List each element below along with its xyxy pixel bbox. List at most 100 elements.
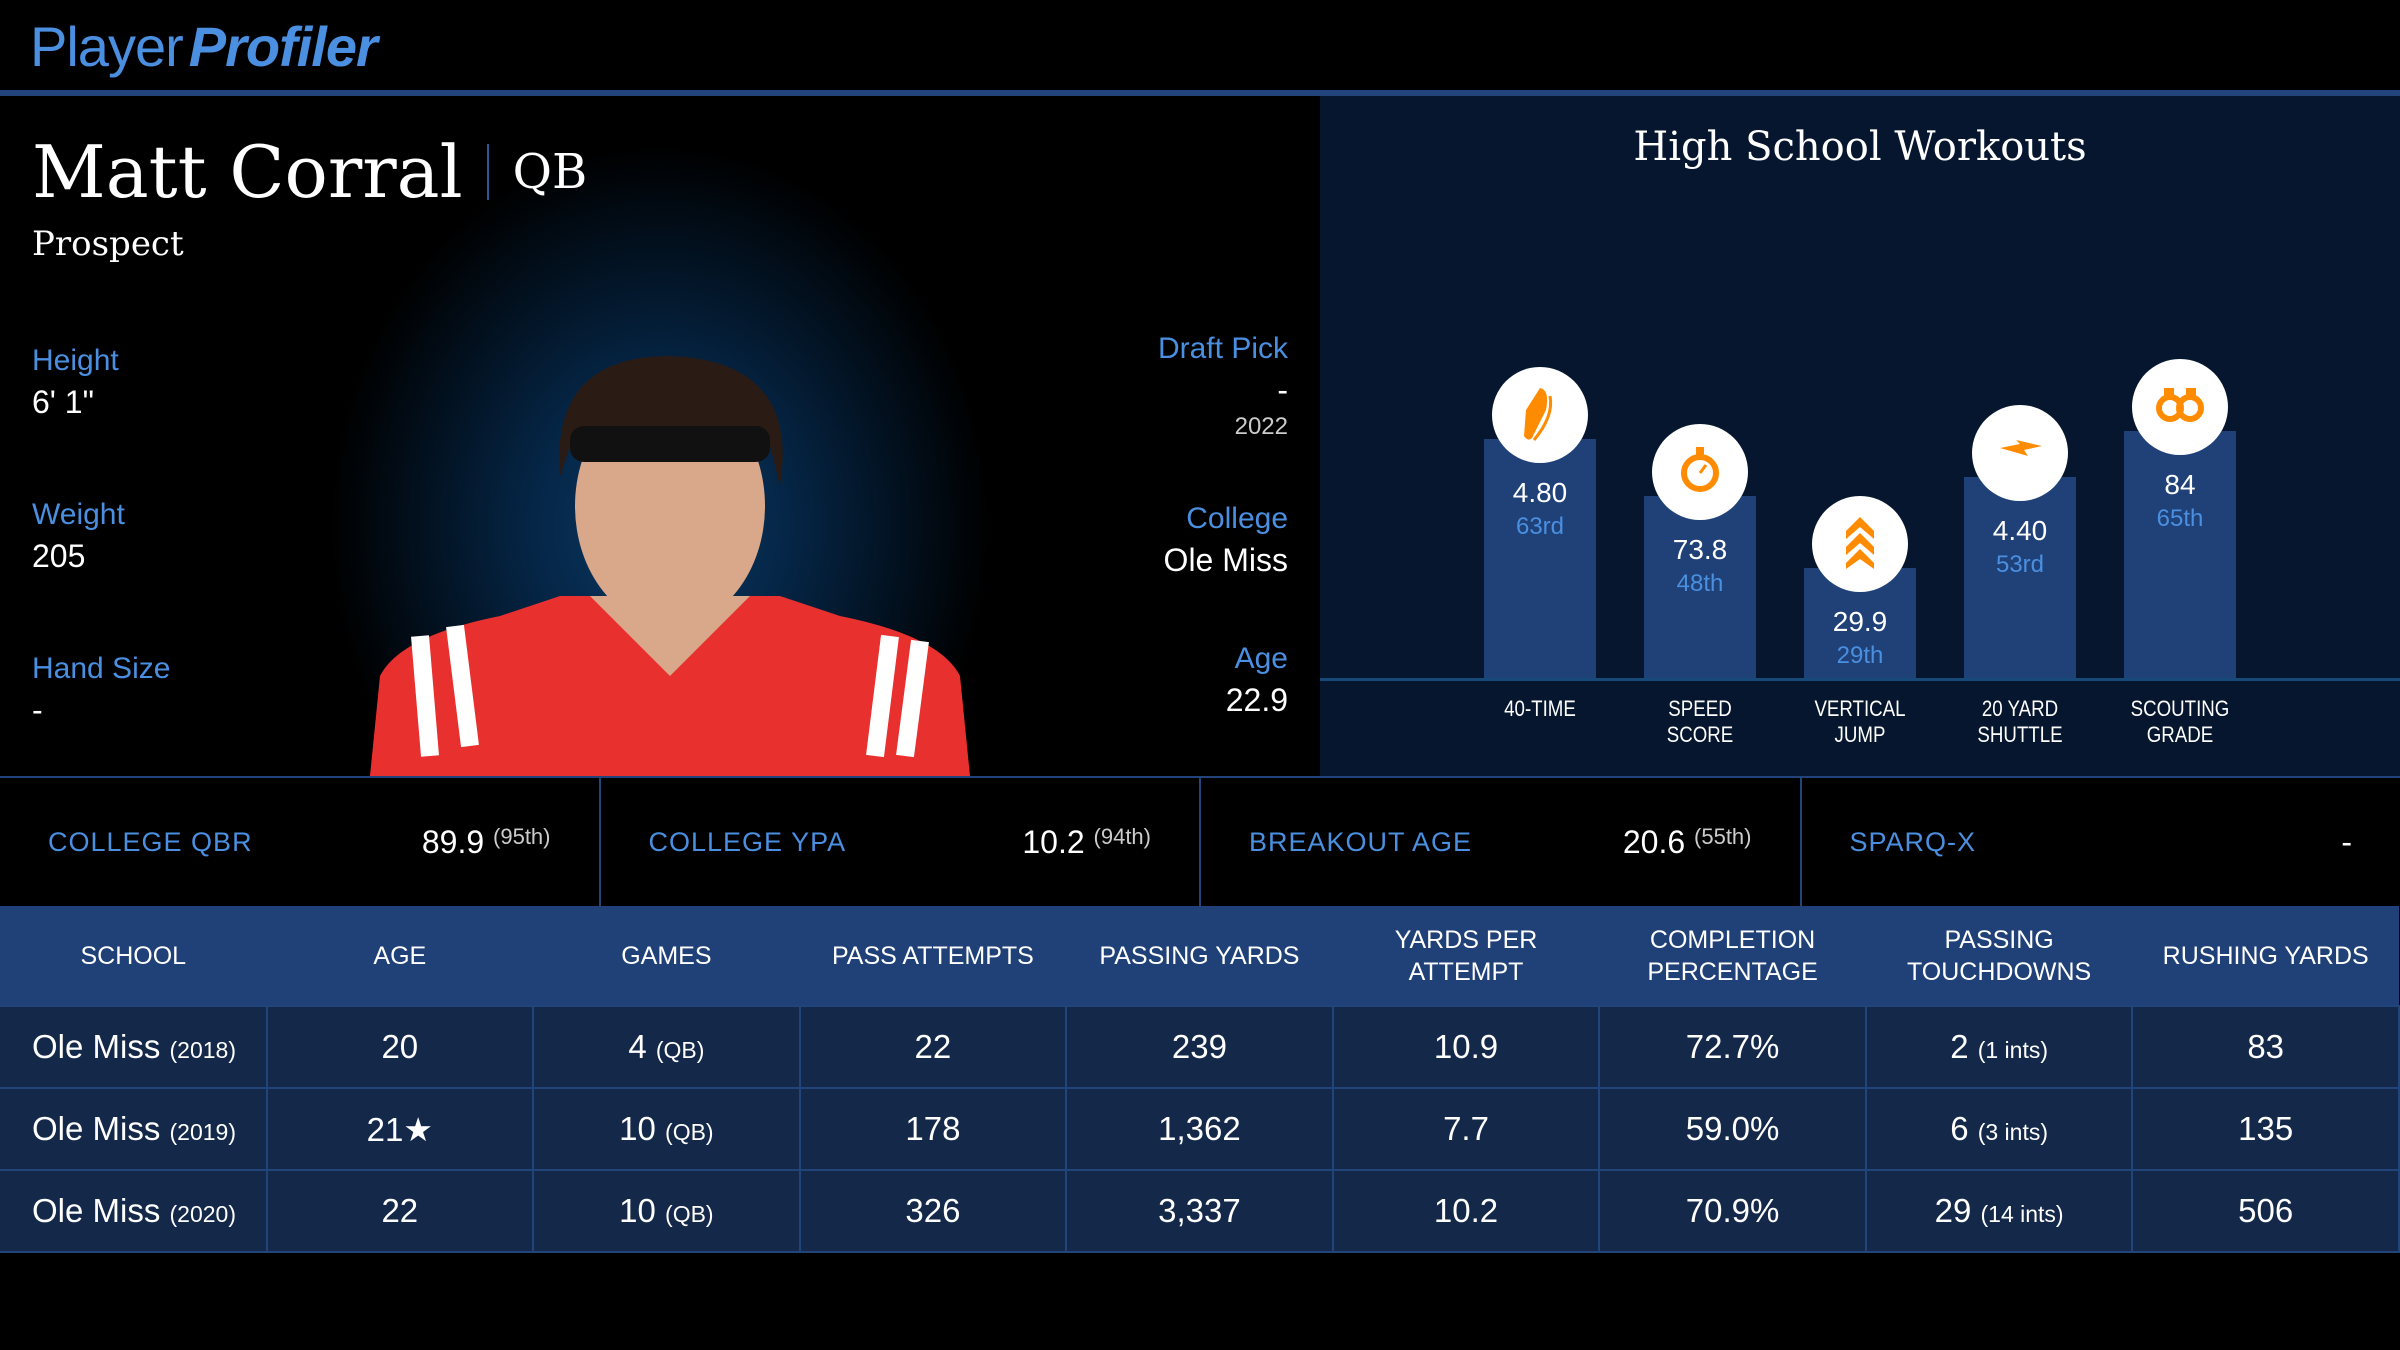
cell-value: 326 <box>905 1192 961 1229</box>
cell-att: 326 <box>799 1169 1068 1253</box>
table-row: Ole Miss (2018) 20 4 (QB) 22 239 10.9 72.7%… <box>0 1005 2400 1089</box>
stat-number: 89.9 <box>421 823 485 860</box>
stat-number: 10.2 <box>1022 823 1085 860</box>
stat-value: 10.2 (94th) <box>1022 824 1151 861</box>
workout-bar: 84 65th <box>2124 359 2236 678</box>
cell-att: 178 <box>799 1087 1068 1171</box>
column-header[interactable]: AGE <box>266 906 534 1006</box>
bio-value: Ole Miss <box>1163 542 1288 578</box>
binoculars-icon <box>2132 359 2228 455</box>
bio-hand-size: Hand Size - <box>32 652 170 729</box>
workout-value: 84 <box>2164 469 2196 500</box>
stat-label[interactable]: BREAKOUT AGE <box>1249 826 1473 857</box>
column-header[interactable]: COMPLETION PERCENTAGE <box>1599 906 1866 1006</box>
workout-bar: 73.8 48th <box>1644 423 1756 678</box>
cell-td: 29 (14 ints) <box>1865 1169 2134 1253</box>
cell-value: 3,337 <box>1158 1192 1241 1229</box>
cell-yds: 1,362 <box>1065 1087 1334 1171</box>
stat-value: 20.6 (55th) <box>1623 824 1752 861</box>
workout-percentile: 48th <box>1676 569 1724 597</box>
cell-value: 21 <box>366 1110 404 1148</box>
workout-percentile: 29th <box>1836 641 1884 669</box>
bio-draft-pick: Draft Pick - 2022 <box>1158 332 1288 441</box>
interceptions: (1 ints) <box>1977 1037 2049 1063</box>
player-photo <box>370 356 970 776</box>
chart-baseline <box>1320 678 2400 681</box>
cell-value: 83 <box>2247 1028 2285 1065</box>
cell-value: 506 <box>2238 1192 2294 1229</box>
school-name[interactable]: Ole Miss <box>32 1110 161 1147</box>
cell-yds: 3,337 <box>1065 1169 1334 1253</box>
bio-value: 6' 1" <box>32 384 94 420</box>
stopwatch-icon <box>1652 423 1748 520</box>
stat-label[interactable]: COLLEGE YPA <box>648 826 847 857</box>
cell-value: 10.9 <box>1433 1028 1499 1065</box>
table-header: SCHOOL AGE GAMES PASS ATTEMPTS PASSING YARDS… <box>0 906 2399 1006</box>
stat-percentile: (94th) <box>1093 823 1151 849</box>
divider <box>486 144 489 200</box>
label-line: SCORE <box>1666 722 1734 747</box>
player-heading: Matt Corral QB <box>32 130 587 214</box>
workout-bar: 4.80 63rd <box>1484 366 1596 678</box>
chevrons-up-icon <box>1812 495 1908 592</box>
bio-label: Hand Size <box>32 652 171 685</box>
cell-age: 21★ <box>266 1087 535 1171</box>
cell-school: Ole Miss (2020) <box>0 1169 268 1253</box>
bio-college: College Ole Miss <box>1164 502 1288 579</box>
stat-number: 20.6 <box>1622 823 1686 860</box>
bio-height: Height 6' 1" <box>32 344 119 421</box>
cell-yds: 239 <box>1065 1005 1334 1089</box>
column-header[interactable]: PASSING YARDS <box>1066 906 1333 1006</box>
player-status: Prospect <box>32 224 184 264</box>
workout-percentile: 63rd <box>1515 512 1565 540</box>
header-divider <box>0 90 2400 96</box>
cell-games: 10 (QB) <box>532 1169 801 1253</box>
bio-weight: Weight 205 <box>32 498 125 575</box>
cell-rush: 135 <box>2131 1087 2400 1171</box>
school-name[interactable]: Ole Miss <box>32 1028 161 1065</box>
cell-age: 20 <box>266 1005 535 1089</box>
bio-value: - <box>32 692 43 728</box>
stat-label[interactable]: SPARQ-X <box>1849 826 1977 857</box>
column-header[interactable]: RUSHING YARDS <box>2132 906 2399 1006</box>
stat-cell: BREAKOUT AGE 20.6 (55th) <box>1201 778 1802 906</box>
column-header[interactable]: SCHOOL <box>0 906 267 1006</box>
workout-label: SPEED SCORE <box>1632 696 1768 748</box>
cell-value: 59.0% <box>1685 1110 1780 1147</box>
column-header[interactable]: PASS ATTEMPTS <box>799 906 1067 1006</box>
breakout-star-icon: ★ <box>403 1110 433 1148</box>
school-name[interactable]: Ole Miss <box>32 1192 161 1229</box>
column-header[interactable]: GAMES <box>533 906 800 1006</box>
column-header[interactable]: YARDS PER ATTEMPT <box>1332 906 1600 1006</box>
bio-label: Weight <box>32 498 125 531</box>
cell-games: 4 (QB) <box>532 1005 801 1089</box>
stat-cell: COLLEGE QBR 89.9 (95th) <box>0 778 601 906</box>
column-header[interactable]: PASSING TOUCHDOWNS <box>1865 906 2133 1006</box>
stat-number: - <box>2341 823 2352 860</box>
workout-value: 4.80 <box>1512 476 1568 508</box>
cell-value: 22 <box>914 1028 952 1065</box>
cell-school: Ole Miss (2018) <box>0 1005 268 1089</box>
cell-rush: 83 <box>2131 1005 2400 1089</box>
bio-label: College <box>1186 502 1288 535</box>
cell-ypa: 10.9 <box>1332 1005 1601 1089</box>
cell-rush: 506 <box>2131 1169 2400 1253</box>
season-year: (2018) <box>169 1037 236 1063</box>
player-profiler-logo[interactable]: Player Profiler <box>30 14 378 79</box>
stat-percentile: (55th) <box>1694 823 1752 849</box>
logo-part2: Profiler <box>188 15 378 78</box>
bio-value: 205 <box>32 538 86 574</box>
games-position: (QB) <box>665 1201 714 1227</box>
cell-value: 6 <box>1950 1110 1969 1147</box>
stat-value: - <box>2341 824 2352 861</box>
stat-label[interactable]: COLLEGE QBR <box>48 826 253 857</box>
label-line: SHUTTLE <box>1977 722 2063 747</box>
workout-value: 73.8 <box>1672 533 1728 565</box>
lightning-icon <box>1972 404 2068 501</box>
cell-value: 239 <box>1171 1028 1227 1065</box>
label-line: GRADE <box>2146 722 2214 747</box>
logo-part1: Player <box>30 15 184 78</box>
label-line: SCOUTING <box>2130 696 2230 721</box>
games-position: (QB) <box>665 1119 714 1145</box>
bio-label: Draft Pick <box>1157 332 1288 365</box>
